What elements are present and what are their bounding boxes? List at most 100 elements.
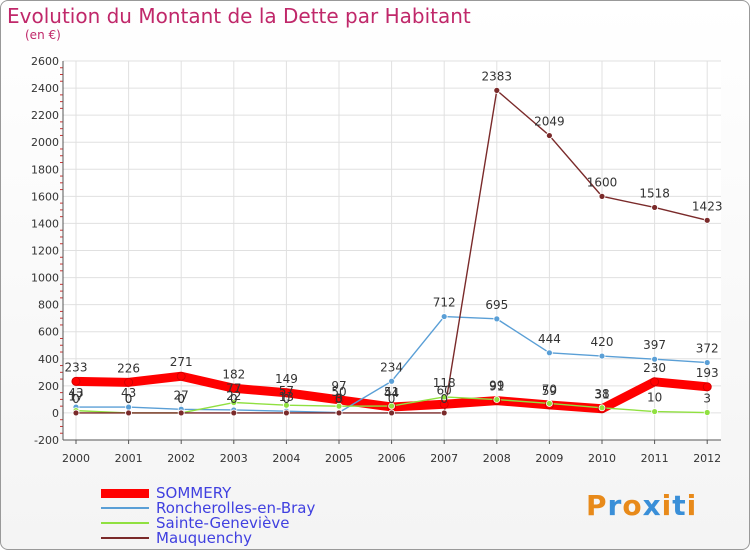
y-tick-label: 2400 xyxy=(31,82,59,95)
data-point xyxy=(388,377,396,385)
legend-swatch xyxy=(101,537,149,539)
y-tick-label: 1200 xyxy=(31,245,59,258)
data-point xyxy=(702,382,712,392)
data-point xyxy=(230,399,238,406)
data-label: 3 xyxy=(335,392,343,406)
data-point xyxy=(335,402,343,410)
data-label: 0 xyxy=(125,392,133,406)
proxiti-logo: Proxiti xyxy=(586,489,697,522)
y-tick-label: 2200 xyxy=(31,109,59,122)
data-label: 1423 xyxy=(692,199,723,213)
data-label: 51 xyxy=(384,385,399,399)
data-point xyxy=(546,349,553,357)
y-tick-label: 200 xyxy=(38,380,59,393)
data-point xyxy=(651,355,658,363)
data-label: 182 xyxy=(222,367,245,381)
data-point xyxy=(598,352,606,360)
legend-label: Sainte-Geneviève xyxy=(156,514,290,532)
data-label: 60 xyxy=(437,383,452,397)
data-label: 0 xyxy=(177,392,185,406)
data-label: 0 xyxy=(125,392,133,406)
data-label: 0 xyxy=(335,392,343,406)
data-point xyxy=(281,388,291,398)
y-tick-label: 600 xyxy=(38,326,59,339)
data-label: 0 xyxy=(440,392,448,406)
data-label: 0 xyxy=(177,392,185,406)
y-tick-label: 1600 xyxy=(31,190,59,203)
legend-swatch xyxy=(101,522,149,524)
x-tick-label: 2006 xyxy=(378,452,406,465)
legend-swatch xyxy=(101,489,149,498)
y-tick-label: 1000 xyxy=(31,272,59,285)
data-point xyxy=(71,376,81,386)
data-label: 77 xyxy=(226,382,241,396)
logo-letter: r xyxy=(607,489,623,522)
x-tick-label: 2005 xyxy=(325,452,353,465)
data-label: 271 xyxy=(170,355,193,369)
data-label: 0 xyxy=(72,392,80,406)
x-tick-label: 2008 xyxy=(483,452,511,465)
y-tick-label: 400 xyxy=(38,353,59,366)
data-point xyxy=(703,359,711,366)
logo-letter: o xyxy=(622,489,643,522)
data-label: 57 xyxy=(279,384,294,398)
data-point xyxy=(125,409,132,417)
data-label: 3 xyxy=(703,392,711,406)
legend-swatch xyxy=(101,507,149,509)
data-label: 43 xyxy=(68,386,83,400)
logo-letter: i xyxy=(661,489,673,522)
data-point xyxy=(282,409,290,417)
y-tick-label: 2000 xyxy=(31,136,59,149)
data-label: 233 xyxy=(65,360,88,374)
data-label: 13 xyxy=(279,390,294,404)
data-label: 397 xyxy=(643,338,666,352)
data-point xyxy=(703,216,711,224)
data-point xyxy=(176,371,186,381)
data-point xyxy=(651,408,658,415)
y-tick-label: 0 xyxy=(52,407,59,420)
data-point xyxy=(493,396,501,403)
data-label: 234 xyxy=(380,360,403,374)
data-point xyxy=(703,409,711,416)
data-label: 38 xyxy=(594,387,609,401)
chart-subtitle: (en €) xyxy=(25,28,61,42)
data-label: 193 xyxy=(696,366,719,380)
data-point xyxy=(177,409,185,417)
x-tick-label: 2001 xyxy=(115,452,143,465)
data-label: 0 xyxy=(230,392,238,406)
data-label: 149 xyxy=(275,372,298,386)
x-tick-label: 2007 xyxy=(430,452,458,465)
y-tick-label: 2600 xyxy=(31,55,59,68)
data-label: 118 xyxy=(433,376,456,390)
data-point xyxy=(440,393,448,401)
data-label: 2049 xyxy=(534,115,565,129)
data-label: 226 xyxy=(117,361,140,375)
data-label: 59 xyxy=(542,384,557,398)
legend-label: Roncherolles-en-Bray xyxy=(156,499,316,517)
data-point xyxy=(598,404,606,412)
data-point xyxy=(598,192,606,200)
data-point xyxy=(230,409,238,417)
data-label: 27 xyxy=(174,388,189,402)
chart-title: Evolution du Montant de la Dette par Hab… xyxy=(7,4,471,28)
data-point xyxy=(440,313,448,320)
x-tick-label: 2000 xyxy=(62,452,90,465)
data-point xyxy=(493,86,501,94)
x-tick-label: 2004 xyxy=(272,452,300,465)
data-point xyxy=(493,315,501,323)
y-tick-label: 1400 xyxy=(31,217,59,230)
x-tick-label: 2003 xyxy=(220,452,248,465)
data-point xyxy=(124,377,133,387)
data-label: 17 xyxy=(68,390,83,404)
data-point xyxy=(388,409,396,417)
data-label: 44 xyxy=(384,386,399,400)
data-label: 0 xyxy=(388,392,396,406)
x-tick-label: 2009 xyxy=(535,452,563,465)
logo-letter: x xyxy=(642,489,662,522)
data-label: 712 xyxy=(433,296,456,310)
data-label: 1600 xyxy=(587,175,618,189)
data-label: 70 xyxy=(542,382,557,396)
data-label: 1518 xyxy=(639,186,670,200)
